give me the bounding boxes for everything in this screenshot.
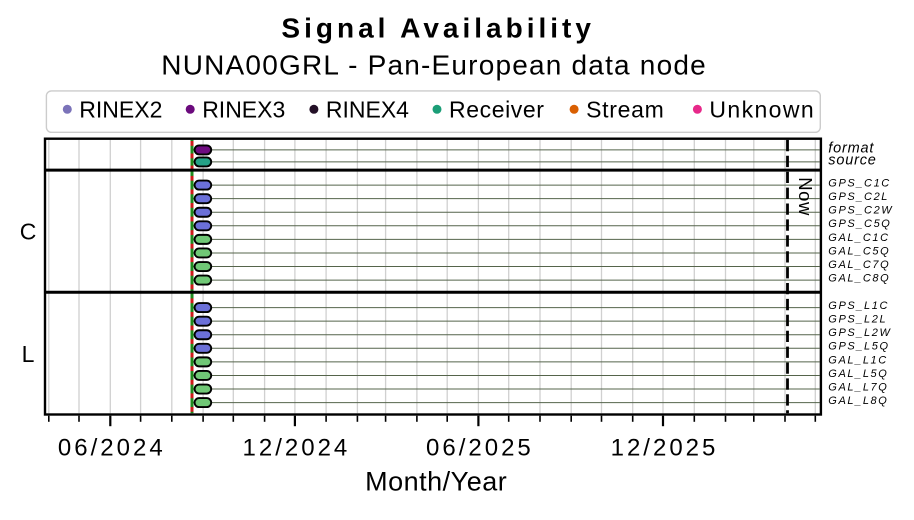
svg-text:L: L [22, 341, 35, 367]
svg-text:GAL_C5Q: GAL_C5Q [828, 245, 890, 257]
svg-text:GPS_L5Q: GPS_L5Q [828, 341, 889, 353]
svg-text:12/2025: 12/2025 [611, 435, 719, 462]
svg-text:GPS_C5Q: GPS_C5Q [828, 218, 891, 230]
svg-text:06/2024: 06/2024 [58, 435, 166, 462]
svg-text:GAL_C7Q: GAL_C7Q [828, 259, 890, 271]
svg-text:GAL_C8Q: GAL_C8Q [828, 273, 890, 285]
svg-text:Receiver: Receiver [449, 96, 545, 122]
svg-text:12/2024: 12/2024 [243, 435, 351, 462]
svg-text:Month/Year: Month/Year [365, 466, 507, 496]
svg-text:Unknown: Unknown [709, 96, 815, 122]
svg-text:GPS_C1C: GPS_C1C [828, 178, 891, 190]
svg-text:Signal Availability: Signal Availability [281, 13, 595, 44]
svg-text:GPS_L1C: GPS_L1C [828, 300, 889, 312]
svg-text:Stream: Stream [586, 96, 664, 122]
svg-text:RINEX3: RINEX3 [202, 96, 285, 122]
svg-text:NUNA00GRL - Pan-European data: NUNA00GRL - Pan-European data node [161, 50, 707, 81]
svg-text:GAL_L8Q: GAL_L8Q [828, 395, 888, 407]
svg-text:GAL_L5Q: GAL_L5Q [828, 368, 888, 380]
svg-text:GAL_L1C: GAL_L1C [828, 354, 888, 366]
svg-text:GPS_C2L: GPS_C2L [828, 191, 889, 203]
svg-text:RINEX2: RINEX2 [79, 96, 162, 122]
svg-text:C: C [20, 218, 37, 244]
svg-text:GPS_C2W: GPS_C2W [828, 205, 893, 217]
svg-text:source: source [828, 153, 876, 169]
svg-text:Now: Now [795, 177, 816, 216]
svg-text:GPS_L2W: GPS_L2W [828, 327, 891, 339]
svg-text:GPS_L2L: GPS_L2L [828, 314, 887, 326]
svg-text:GAL_C1C: GAL_C1C [828, 232, 889, 244]
svg-text:RINEX4: RINEX4 [326, 96, 409, 122]
svg-text:GAL_L7Q: GAL_L7Q [828, 381, 888, 393]
svg-text:format: format [828, 141, 874, 157]
svg-text:06/2025: 06/2025 [426, 435, 534, 462]
